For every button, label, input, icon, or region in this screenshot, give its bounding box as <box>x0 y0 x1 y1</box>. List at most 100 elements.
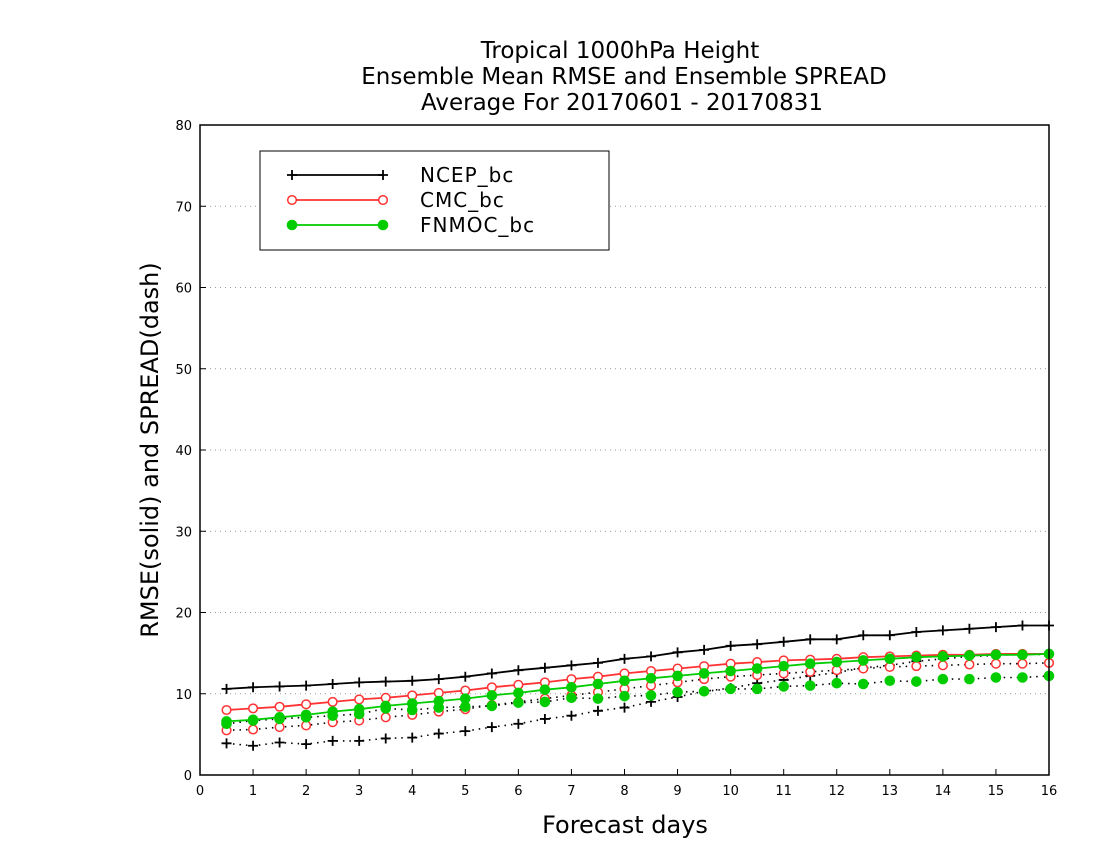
cmc-bc-spread-point <box>248 724 259 735</box>
fnmoc-bc-rmse-point <box>406 698 418 709</box>
y-tick-label: 20 <box>175 607 192 622</box>
cmc-bc-spread-point <box>964 659 975 670</box>
x-axis-label: Forecast days <box>542 811 708 839</box>
ncep-bc-rmse-point <box>884 630 895 641</box>
ncep-bc-rmse-point <box>513 665 524 676</box>
fnmoc-bc-spread-point <box>964 673 975 685</box>
chart-title-line-3: Average For 20170601 - 20170831 <box>421 90 823 116</box>
ncep-bc-spread-point <box>407 732 418 743</box>
y-tick-label: 10 <box>175 688 192 703</box>
cmc-bc-rmse-point <box>221 704 232 716</box>
x-tick-label: 7 <box>567 784 575 799</box>
ncep-bc-spread-point <box>539 713 550 724</box>
fnmoc-bc-rmse-point <box>274 712 285 723</box>
x-tick-label: 2 <box>302 784 310 799</box>
legend-marker <box>286 194 298 206</box>
fnmoc-bc-rmse-point <box>327 706 338 717</box>
ncep-bc-spread-point <box>380 733 391 744</box>
x-tick-label: 15 <box>988 784 1005 799</box>
fnmoc-bc-rmse-point <box>460 693 471 704</box>
ncep-bc-rmse-point <box>911 627 922 637</box>
y-tick-label: 80 <box>175 119 192 134</box>
ncep-bc-rmse-point <box>672 647 683 658</box>
fnmoc-bc-rmse-point <box>539 684 551 695</box>
fnmoc-bc-rmse-point <box>619 675 630 687</box>
ncep-bc-spread-point <box>566 710 577 721</box>
fnmoc-bc-spread-point <box>486 700 498 712</box>
ncep-bc-rmse-point <box>566 660 577 671</box>
legend-marker <box>377 194 389 206</box>
fnmoc-bc-rmse-point <box>751 663 763 674</box>
chart-title-line-2: Ensemble Mean RMSE and Ensemble SPREAD <box>361 64 886 90</box>
legend-label: CMC_bc <box>420 188 505 212</box>
fnmoc-bc-rmse-point <box>513 687 524 699</box>
fnmoc-bc-rmse-point <box>778 660 789 672</box>
ncep-bc-spread-point <box>301 739 312 750</box>
fnmoc-bc-rmse-point <box>645 673 657 684</box>
cmc-bc-rmse-point <box>354 694 365 705</box>
fnmoc-bc-spread-point <box>778 681 789 692</box>
fnmoc-bc-rmse-line <box>226 653 1050 723</box>
fnmoc-bc-rmse-point <box>725 665 736 677</box>
fnmoc-bc-spread-point <box>857 678 869 690</box>
ncep-bc-rmse-point <box>699 644 710 655</box>
ncep-bc-rmse-point <box>937 625 948 636</box>
gridlines <box>200 205 1049 695</box>
fnmoc-bc-rmse-point <box>1017 649 1028 661</box>
ncep-bc-rmse-point <box>327 679 338 689</box>
x-tick-label: 12 <box>828 784 845 799</box>
y-tick-label: 30 <box>175 525 192 540</box>
fnmoc-bc-spread-point <box>672 686 683 698</box>
x-tick-label: 3 <box>355 784 363 799</box>
cmc-bc-rmse-point <box>274 701 285 712</box>
x-tick-label: 4 <box>408 784 416 799</box>
ncep-bc-rmse-point <box>725 640 736 651</box>
x-tick-label: 1 <box>249 784 257 799</box>
ncep-bc-rmse-point <box>805 634 816 645</box>
y-tick-label: 60 <box>175 282 192 297</box>
legend-marker <box>286 219 298 231</box>
ncep-bc-rmse-point <box>539 662 550 673</box>
ncep-bc-spread-point <box>460 726 471 737</box>
ncep-bc-spread-point <box>327 735 338 746</box>
ncep-bc-spread-point <box>619 702 630 713</box>
ncep-bc-rmse-point <box>752 639 763 650</box>
legend-marker <box>287 170 297 180</box>
ncep-bc-rmse-point <box>274 681 285 692</box>
ncep-bc-rmse-point <box>964 623 975 634</box>
cmc-bc-spread-point <box>990 658 1001 669</box>
y-axis-label: RMSE(solid) and SPREAD(dash) <box>136 262 164 638</box>
ncep-bc-rmse-point <box>221 683 232 694</box>
y-tick-label: 40 <box>175 444 192 459</box>
ncep-bc-spread-point <box>592 705 603 716</box>
legend-label: FNMOC_bc <box>420 213 535 237</box>
fnmoc-bc-spread-point <box>831 677 843 689</box>
legend-entry-fnmoc-bc: FNMOC_bc <box>286 213 535 237</box>
ncep-bc-spread-point <box>513 718 524 729</box>
x-tick-label: 0 <box>196 784 204 799</box>
legend-entry-ncep-bc: NCEP_bc <box>287 163 513 187</box>
cmc-bc-rmse-point <box>301 699 312 710</box>
cmc-bc-spread-point <box>911 661 922 672</box>
fnmoc-bc-rmse-point <box>300 709 312 721</box>
ncep-bc-rmse-point <box>778 636 789 647</box>
ncep-bc-rmse-point <box>248 682 259 693</box>
x-tick-label: 8 <box>620 784 628 799</box>
ncep-bc-rmse-point <box>407 675 418 686</box>
ncep-bc-rmse-point <box>592 657 603 668</box>
fnmoc-bc-rmse-point <box>884 653 896 665</box>
legend-marker <box>378 170 388 180</box>
ncep-bc-rmse-point <box>301 680 312 691</box>
x-tick-label: 6 <box>514 784 522 799</box>
ncep-bc-rmse-point <box>354 677 365 688</box>
cmc-bc-spread-point <box>1017 658 1028 669</box>
cmc-bc-rmse-point <box>248 703 259 714</box>
chart-title-line-1: Tropical 1000hPa Height <box>480 38 760 64</box>
x-tick-label: 14 <box>935 784 952 799</box>
ncep-bc-rmse-point <box>831 634 842 645</box>
fnmoc-bc-rmse-point <box>566 681 577 693</box>
x-tick-label: 5 <box>461 784 469 799</box>
ncep-bc-rmse-point <box>460 671 471 682</box>
x-tick-label: 9 <box>673 784 681 799</box>
